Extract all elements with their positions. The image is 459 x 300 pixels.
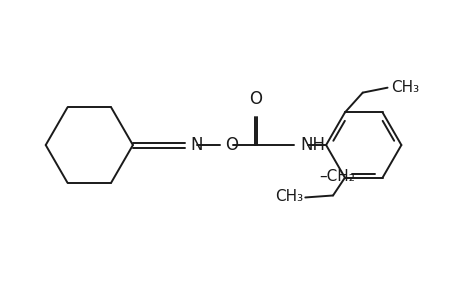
Text: NH: NH <box>300 136 325 154</box>
Text: CH₃: CH₃ <box>274 189 302 204</box>
Text: –CH₂: –CH₂ <box>319 169 354 184</box>
Text: O: O <box>249 90 262 108</box>
Text: CH₃: CH₃ <box>391 80 419 95</box>
Text: O: O <box>224 136 237 154</box>
Text: N: N <box>190 136 202 154</box>
